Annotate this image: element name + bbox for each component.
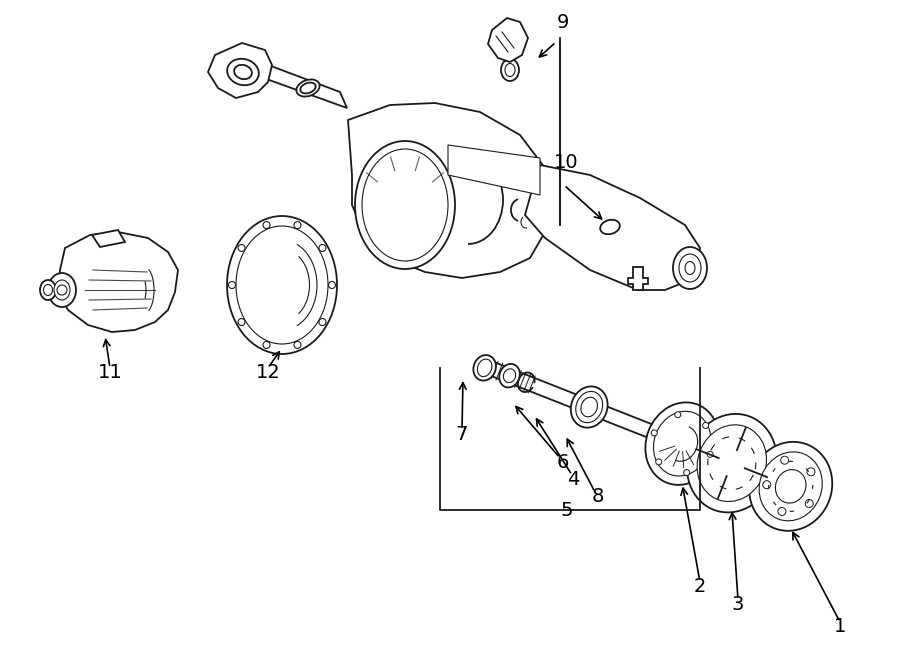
- Circle shape: [806, 500, 814, 508]
- Text: 12: 12: [256, 363, 281, 382]
- Polygon shape: [58, 232, 178, 332]
- Text: 7: 7: [455, 425, 468, 444]
- Text: 4: 4: [567, 470, 580, 489]
- Ellipse shape: [236, 226, 328, 344]
- Circle shape: [263, 221, 270, 229]
- Text: 9: 9: [557, 13, 569, 32]
- Text: 11: 11: [97, 363, 122, 382]
- Ellipse shape: [600, 219, 620, 234]
- Ellipse shape: [362, 149, 448, 261]
- Ellipse shape: [673, 247, 707, 289]
- Circle shape: [778, 508, 786, 516]
- Ellipse shape: [505, 63, 515, 77]
- Ellipse shape: [653, 411, 711, 476]
- Text: 2: 2: [694, 577, 706, 596]
- Circle shape: [328, 282, 336, 288]
- Ellipse shape: [43, 284, 52, 295]
- Ellipse shape: [54, 280, 70, 300]
- Circle shape: [780, 456, 788, 464]
- Ellipse shape: [685, 262, 695, 274]
- Circle shape: [762, 481, 770, 488]
- Text: 1: 1: [833, 617, 846, 636]
- Ellipse shape: [698, 425, 767, 502]
- Circle shape: [656, 459, 662, 465]
- Polygon shape: [92, 230, 125, 247]
- Ellipse shape: [40, 280, 56, 300]
- Polygon shape: [348, 103, 548, 278]
- Ellipse shape: [749, 442, 832, 531]
- Circle shape: [238, 319, 245, 325]
- Circle shape: [684, 469, 689, 475]
- Circle shape: [319, 319, 326, 325]
- Ellipse shape: [501, 59, 519, 81]
- Ellipse shape: [679, 254, 701, 282]
- Circle shape: [294, 221, 301, 229]
- Polygon shape: [488, 362, 803, 496]
- Ellipse shape: [645, 403, 719, 485]
- Text: 3: 3: [732, 595, 744, 614]
- Ellipse shape: [473, 355, 496, 381]
- Ellipse shape: [571, 387, 608, 428]
- Circle shape: [675, 412, 680, 418]
- Polygon shape: [255, 60, 347, 108]
- Ellipse shape: [576, 391, 603, 422]
- Circle shape: [707, 451, 713, 457]
- Circle shape: [238, 245, 245, 251]
- Ellipse shape: [48, 273, 76, 307]
- Ellipse shape: [776, 469, 806, 503]
- Polygon shape: [525, 165, 700, 290]
- Circle shape: [319, 245, 326, 251]
- Text: 5: 5: [561, 501, 573, 520]
- Ellipse shape: [227, 59, 259, 85]
- Circle shape: [263, 342, 270, 348]
- Ellipse shape: [477, 359, 492, 377]
- Circle shape: [229, 282, 236, 288]
- Circle shape: [807, 468, 815, 476]
- Ellipse shape: [234, 65, 252, 79]
- Ellipse shape: [503, 369, 516, 383]
- Circle shape: [652, 430, 657, 436]
- Polygon shape: [628, 267, 648, 290]
- Polygon shape: [488, 18, 528, 62]
- Ellipse shape: [687, 414, 777, 512]
- Circle shape: [57, 285, 67, 295]
- Circle shape: [294, 342, 301, 348]
- Ellipse shape: [355, 141, 455, 269]
- Polygon shape: [448, 145, 540, 195]
- Ellipse shape: [500, 364, 520, 387]
- Ellipse shape: [227, 216, 337, 354]
- Ellipse shape: [296, 79, 320, 97]
- Ellipse shape: [759, 452, 823, 521]
- Text: 10: 10: [554, 153, 579, 172]
- Ellipse shape: [580, 397, 598, 417]
- Ellipse shape: [301, 83, 316, 93]
- Text: 8: 8: [592, 487, 604, 506]
- Circle shape: [703, 422, 708, 428]
- Text: 6: 6: [557, 453, 569, 472]
- Polygon shape: [208, 43, 272, 98]
